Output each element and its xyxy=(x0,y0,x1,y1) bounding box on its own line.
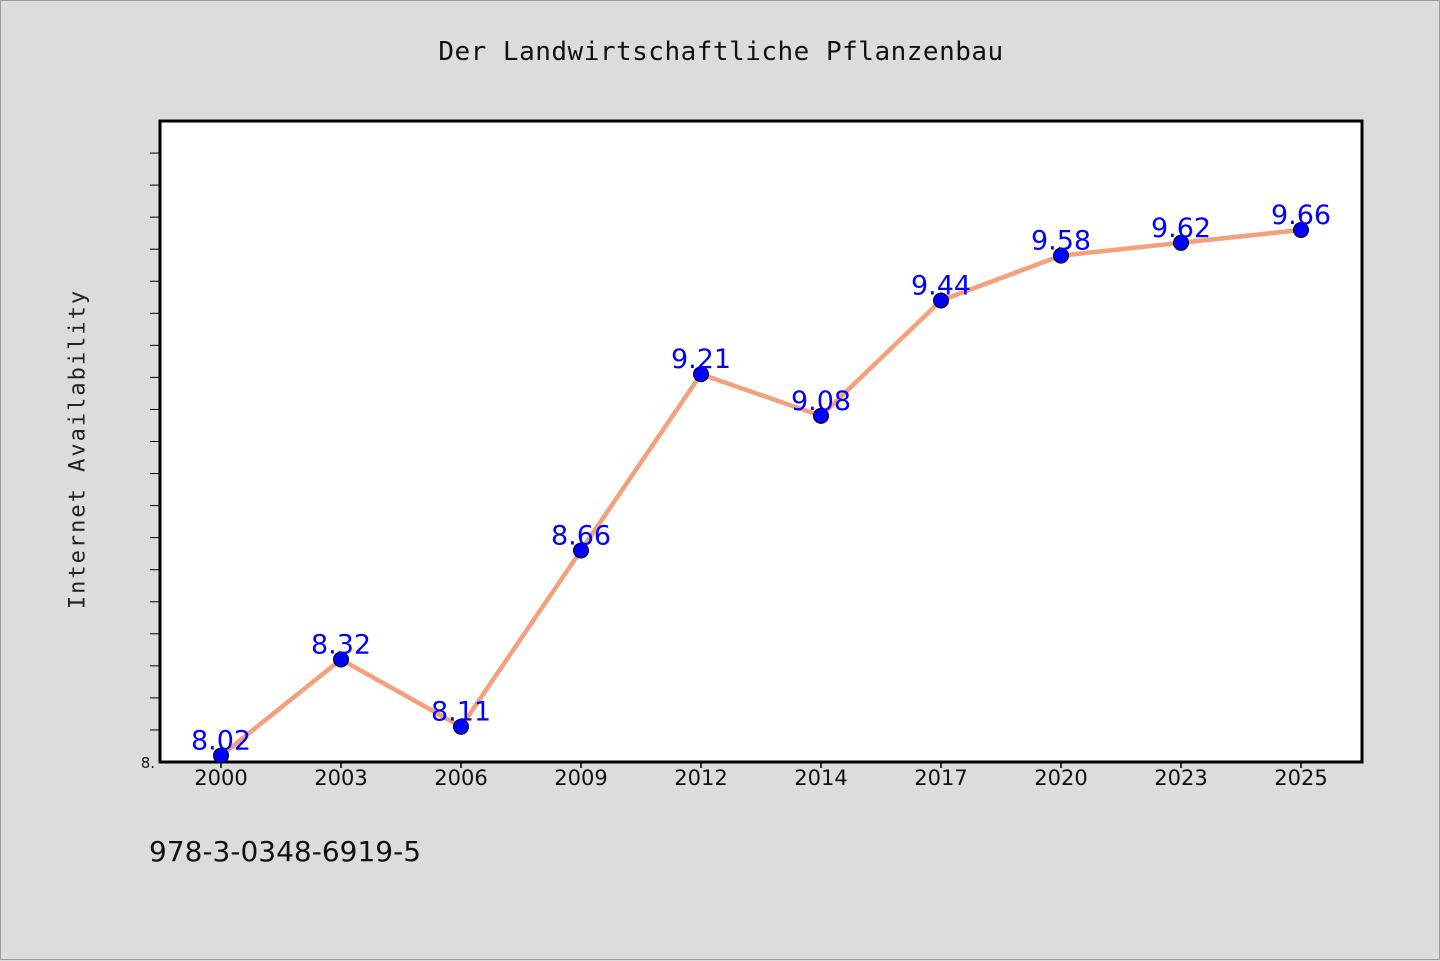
data-point xyxy=(1293,221,1309,238)
data-point xyxy=(1173,234,1189,251)
data-point xyxy=(573,542,589,559)
x-tick-label: 2014 xyxy=(794,766,847,790)
data-point xyxy=(933,292,949,309)
x-tick-label: 2017 xyxy=(914,766,967,790)
data-point xyxy=(813,407,829,424)
x-tick-label: 2006 xyxy=(434,766,487,790)
data-point xyxy=(453,718,469,735)
series-line xyxy=(219,227,1302,758)
x-tick-label: 2025 xyxy=(1274,766,1327,790)
data-label: 9.08 xyxy=(791,386,851,417)
y-tick-label: 8. xyxy=(141,754,155,772)
data-label: 9.66 xyxy=(1271,200,1331,231)
data-label: 9.21 xyxy=(671,344,731,375)
x-tick-label: 2012 xyxy=(674,766,727,790)
data-point xyxy=(333,651,349,668)
data-label: 9.62 xyxy=(1151,213,1211,244)
data-point xyxy=(213,747,229,764)
plot-area xyxy=(158,119,1364,764)
data-label: 9.44 xyxy=(911,270,971,301)
data-label: 9.58 xyxy=(1031,226,1091,257)
data-point xyxy=(1053,247,1069,264)
x-tick-label: 2009 xyxy=(554,766,607,790)
x-tick-label: 2020 xyxy=(1034,766,1087,790)
data-label: 8.11 xyxy=(431,697,491,728)
chart-title: Der Landwirtschaftliche Pflanzenbau xyxy=(438,37,1004,67)
x-tick-label: 2003 xyxy=(314,766,367,790)
x-tick-label: 2000 xyxy=(194,766,247,790)
data-point xyxy=(693,366,709,383)
data-label: 8.02 xyxy=(191,726,251,757)
data-label: 8.32 xyxy=(311,629,371,660)
isbn-label: 978-3-0348-6919-5 xyxy=(149,835,422,868)
x-tick-label: 2023 xyxy=(1154,766,1207,790)
data-label: 8.66 xyxy=(551,520,611,551)
